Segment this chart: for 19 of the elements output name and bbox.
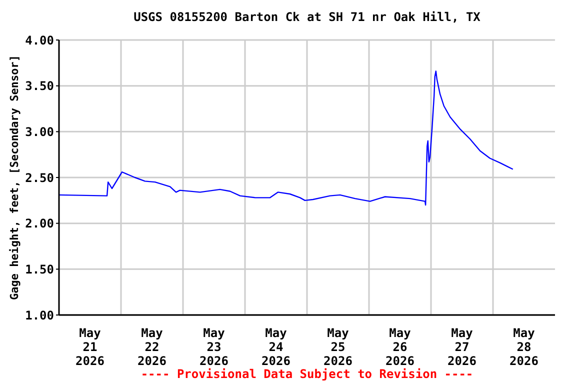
x-tick-label: May 23 2026 (200, 326, 228, 368)
y-tick-label: 4.00 (25, 33, 54, 48)
x-tick-label: May 27 2026 (448, 326, 476, 368)
chart-title: USGS 08155200 Barton Ck at SH 71 nr Oak Hill, TX (132, 10, 482, 24)
y-axis-title: Gage height, feet, [Secondary Sensor] (8, 54, 21, 300)
x-tick-label: May 26 2026 (386, 326, 414, 368)
y-tick-label: 3.50 (25, 79, 54, 94)
y-tick-label: 1.00 (25, 308, 54, 322)
y-tick-label: 1.50 (25, 262, 54, 276)
line-series (59, 70, 514, 206)
x-tick-label: May 21 2026 (76, 326, 104, 368)
y-tick-label: 2.00 (25, 216, 54, 231)
x-tick-label: May 24 2026 (262, 326, 290, 368)
x-tick-label: May 25 2026 (324, 326, 352, 368)
x-tick-label: May 28 2026 (510, 326, 538, 368)
y-tick-label: 3.00 (25, 124, 54, 139)
x-tick-label: May 22 2026 (138, 326, 166, 368)
y-tick-label: 2.50 (25, 170, 54, 185)
text: ---- Provisional Data Subject to Revision ---- (140, 367, 474, 381)
